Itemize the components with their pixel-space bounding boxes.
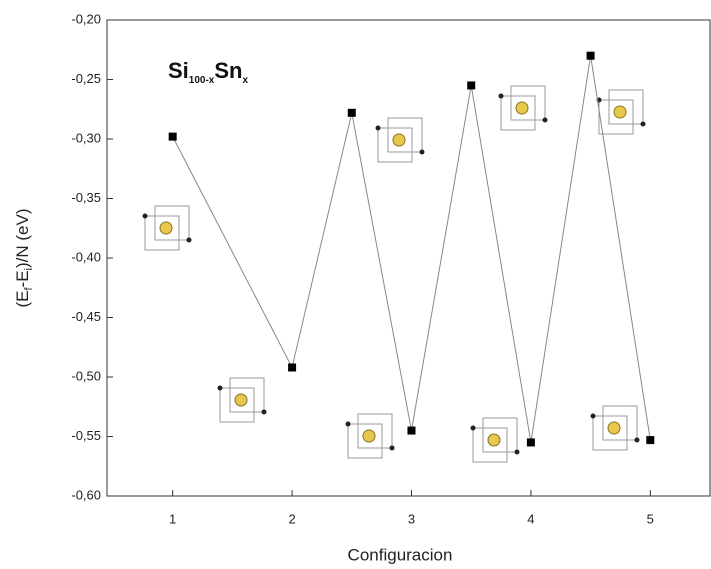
atom-si xyxy=(470,425,476,431)
cube-icon xyxy=(375,117,425,163)
cube-icon xyxy=(498,85,548,131)
cube-icon xyxy=(590,405,640,451)
atom-si xyxy=(142,213,148,219)
x-tick-label: 4 xyxy=(527,511,534,526)
atom-sn xyxy=(362,429,376,443)
atom-si xyxy=(542,117,548,123)
cube-face xyxy=(357,413,393,449)
point xyxy=(586,51,595,60)
cube-face xyxy=(500,95,536,131)
cube-face xyxy=(608,89,644,125)
cube-face xyxy=(510,85,546,121)
cube-face xyxy=(377,127,413,163)
formula-sub: 100-x xyxy=(189,75,215,86)
formula-part: Sn xyxy=(214,58,242,83)
atom-si xyxy=(345,421,351,427)
atom-si xyxy=(186,237,192,243)
cube-icon xyxy=(470,417,520,463)
y-tick-label: -0,35 xyxy=(71,190,101,205)
cube-face xyxy=(598,99,634,135)
atom-si xyxy=(590,413,596,419)
x-tick-label: 5 xyxy=(647,511,654,526)
point xyxy=(467,81,476,90)
point xyxy=(168,132,177,141)
point xyxy=(407,426,416,435)
y-tick-label: -0,40 xyxy=(71,249,101,264)
plot-frame xyxy=(106,19,711,497)
cube-face xyxy=(482,417,518,453)
cube-face xyxy=(219,387,255,423)
y-tick-label: -0,55 xyxy=(71,428,101,443)
y-label-part: )/N (eV) xyxy=(13,208,32,268)
point xyxy=(646,436,655,445)
y-tick-label: -0,50 xyxy=(71,368,101,383)
cube-icon xyxy=(345,413,395,459)
cube-icon xyxy=(142,205,192,251)
point xyxy=(288,363,297,372)
atom-sn xyxy=(392,133,406,147)
atom-si xyxy=(514,449,520,455)
y-tick-label: -0,25 xyxy=(71,71,101,86)
atom-si xyxy=(640,121,646,127)
cube-face xyxy=(387,117,423,153)
y-label-part: (E xyxy=(13,291,32,308)
cube-icon xyxy=(596,89,646,135)
point xyxy=(526,438,535,447)
y-label-part: -E xyxy=(13,270,32,287)
x-tick-label: 2 xyxy=(288,511,295,526)
atom-si xyxy=(375,125,381,131)
formula-part: Si xyxy=(168,58,189,83)
atom-si xyxy=(261,409,267,415)
cube-icon xyxy=(217,377,267,423)
atom-si xyxy=(419,149,425,155)
y-tick-label: -0,60 xyxy=(71,487,101,502)
formula-sub: x xyxy=(243,75,249,86)
atom-si xyxy=(217,385,223,391)
atom-sn xyxy=(234,393,248,407)
x-tick-label: 3 xyxy=(408,511,415,526)
cube-face xyxy=(154,205,190,241)
series-line xyxy=(172,55,651,443)
cube-face xyxy=(592,415,628,451)
y-tick-label: -0,20 xyxy=(71,11,101,26)
x-tick-label: 1 xyxy=(169,511,176,526)
point xyxy=(347,108,356,117)
atom-sn xyxy=(607,421,621,435)
y-axis-label: (Ef-Ei)/N (eV) xyxy=(13,208,34,307)
atom-sn xyxy=(613,105,627,119)
atom-si xyxy=(634,437,640,443)
atom-sn xyxy=(515,101,529,115)
y-tick-label: -0,45 xyxy=(71,309,101,324)
atom-sn xyxy=(159,221,173,235)
y-label-sub: i xyxy=(23,268,35,270)
cube-face xyxy=(229,377,265,413)
cube-face xyxy=(347,423,383,459)
atom-si xyxy=(498,93,504,99)
cube-face xyxy=(472,427,508,463)
y-label-sub: f xyxy=(23,287,35,291)
atom-sn xyxy=(487,433,501,447)
cube-face xyxy=(144,215,180,251)
cube-face xyxy=(602,405,638,441)
x-axis-label: Configuracion xyxy=(348,545,453,564)
y-tick-label: -0,30 xyxy=(71,130,101,145)
atom-si xyxy=(389,445,395,451)
formula: Si100-xSnx xyxy=(168,58,249,86)
